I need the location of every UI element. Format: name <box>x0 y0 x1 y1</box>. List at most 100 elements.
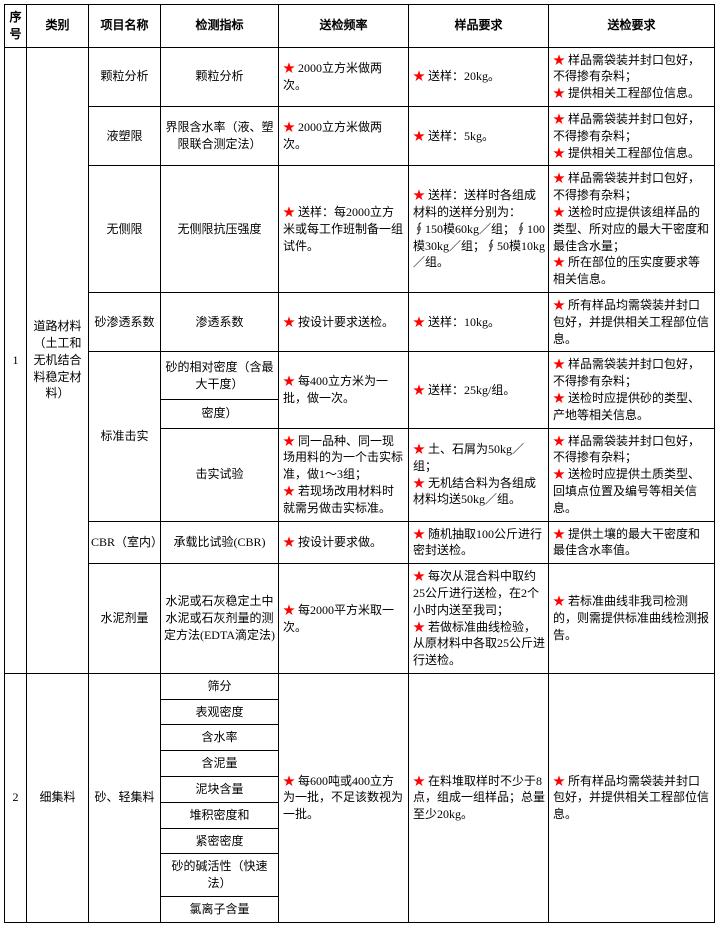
indicator-cell: 表观密度 <box>161 699 279 725</box>
star-icon: ★ <box>283 120 295 134</box>
star-icon: ★ <box>553 146 565 160</box>
frequency-cell: ★ 同一品种、同一现场用料的为一个击实标准，做1～3组； ★ 若现场改用材料时就… <box>279 428 409 521</box>
project-cell: 无侧限 <box>89 166 161 293</box>
star-icon: ★ <box>553 86 565 100</box>
star-icon: ★ <box>553 434 565 448</box>
indicator-cell: 击实试验 <box>161 428 279 521</box>
star-icon: ★ <box>553 357 565 371</box>
sample-cell: ★ 每次从混合料中取约25公斤进行送检，在2个小时内送至我司； ★ 若做标准曲线… <box>409 564 549 674</box>
sample-cell: ★ 送样：5kg。 <box>409 106 549 165</box>
star-icon: ★ <box>413 442 425 456</box>
star-icon: ★ <box>413 315 425 329</box>
frequency-cell: ★ 送样：每2000立方米或每工作班制备一组试件。 <box>279 166 409 293</box>
indicator-cell: 砂的碱活性（快速法） <box>161 854 279 897</box>
header-requirement: 送检要求 <box>549 5 715 48</box>
star-icon: ★ <box>283 434 295 448</box>
requirement-cell: ★ 提供土壤的最大干密度和最佳含水率值。 <box>549 521 715 564</box>
project-cell: 砂渗透系数 <box>89 292 161 351</box>
header-project: 项目名称 <box>89 5 161 48</box>
sample-cell: ★ 随机抽取100公斤进行密封送检。 <box>409 521 549 564</box>
star-icon: ★ <box>283 603 295 617</box>
indicator-cell: 承载比试验(CBR) <box>161 521 279 564</box>
star-icon: ★ <box>283 535 295 549</box>
project-cell: 标准击实 <box>89 352 161 521</box>
project-cell: 颗粒分析 <box>89 47 161 106</box>
star-icon: ★ <box>413 69 425 83</box>
requirement-cell: ★ 样品需袋装并封口包好，不得掺有杂料； ★ 送检时应提供土质类型、回填点位置及… <box>549 428 715 521</box>
project-cell: 砂、轻集料 <box>89 673 161 922</box>
star-icon: ★ <box>413 774 425 788</box>
indicator-cell: 筛分 <box>161 673 279 699</box>
star-icon: ★ <box>553 112 565 126</box>
table-row: 1 道路材料（土工和无机结合料稳定材料） 颗粒分析 颗粒分析 ★ 2000立方米… <box>5 47 715 106</box>
indicator-cell: 含泥量 <box>161 751 279 777</box>
sample-cell: ★ 送样：送样时各组成材料的送样分别为：∮150模60kg／组；∮100模30k… <box>409 166 549 293</box>
sample-cell: ★ 送样：20kg。 <box>409 47 549 106</box>
table-row: 无侧限 无侧限抗压强度 ★ 送样：每2000立方米或每工作班制备一组试件。 ★ … <box>5 166 715 293</box>
indicator-cell: 密度） <box>161 399 279 428</box>
project-cell: CBR（室内） <box>89 521 161 564</box>
indicator-cell: 界限含水率（液、塑限联合测定法） <box>161 106 279 165</box>
indicator-cell: 氯离子含量 <box>161 897 279 923</box>
star-icon: ★ <box>413 527 425 541</box>
sample-cell: ★ 土、石屑为50kg／组； ★ 无机结合料为各组成材料均送50kg／组。 <box>409 428 549 521</box>
table-row: 2 细集料 砂、轻集料 筛分 ★ 每600吨或400立方为一批，不足该数视为一批… <box>5 673 715 699</box>
requirement-cell: ★ 样品需袋装并封口包好，不得掺有杂料； ★ 送检时应提供砂的类型、产地等相关信… <box>549 352 715 428</box>
star-icon: ★ <box>553 594 565 608</box>
indicator-cell: 颗粒分析 <box>161 47 279 106</box>
requirement-cell: ★ 所有样品均需袋装并封口包好，并提供相关工程部位信息。 <box>549 673 715 922</box>
star-icon: ★ <box>283 315 295 329</box>
star-icon: ★ <box>553 467 565 481</box>
star-icon: ★ <box>413 129 425 143</box>
header-category: 类别 <box>27 5 89 48</box>
table-row: 液塑限 界限含水率（液、塑限联合测定法） ★ 2000立方米做两次。 ★ 送样：… <box>5 106 715 165</box>
star-icon: ★ <box>553 774 565 788</box>
header-sample: 样品要求 <box>409 5 549 48</box>
star-icon: ★ <box>413 188 425 202</box>
indicator-cell: 堆积密度和 <box>161 802 279 828</box>
table-row: 水泥剂量 水泥或石灰稳定土中水泥或石灰剂量的测定方法(EDTA滴定法) ★ 每2… <box>5 564 715 674</box>
table-row: 砂渗透系数 渗透系数 ★ 按设计要求送检。 ★ 送样：10kg。 ★ 所有样品均… <box>5 292 715 351</box>
frequency-cell: ★ 每2000平方米取一次。 <box>279 564 409 674</box>
frequency-cell: ★ 每600吨或400立方为一批，不足该数视为一批。 <box>279 673 409 922</box>
indicator-cell: 泥块含量 <box>161 777 279 803</box>
star-icon: ★ <box>553 205 565 219</box>
star-icon: ★ <box>553 391 565 405</box>
frequency-cell: ★ 2000立方米做两次。 <box>279 47 409 106</box>
star-icon: ★ <box>553 527 565 541</box>
indicator-cell: 砂的相对密度（含最大干度） <box>161 352 279 399</box>
star-icon: ★ <box>413 476 425 490</box>
star-icon: ★ <box>413 569 425 583</box>
star-icon: ★ <box>283 205 295 219</box>
requirement-cell: ★ 样品需袋装并封口包好，不得掺有杂料； ★ 送检时应提供该组样品的类型、所对应… <box>549 166 715 293</box>
header-indicator: 检测指标 <box>161 5 279 48</box>
frequency-cell: ★ 按设计要求做。 <box>279 521 409 564</box>
category-cell: 细集料 <box>27 673 89 922</box>
indicator-cell: 水泥或石灰稳定土中水泥或石灰剂量的测定方法(EDTA滴定法) <box>161 564 279 674</box>
seq-cell: 2 <box>5 673 27 922</box>
sample-cell: ★ 送样：10kg。 <box>409 292 549 351</box>
indicator-cell: 紧密密度 <box>161 828 279 854</box>
star-icon: ★ <box>553 171 565 185</box>
frequency-cell: ★ 每400立方米为一批，做一次。 <box>279 352 409 428</box>
star-icon: ★ <box>413 383 425 397</box>
star-icon: ★ <box>283 774 295 788</box>
header-frequency: 送检频率 <box>279 5 409 48</box>
table-row: 标准击实 砂的相对密度（含最大干度） ★ 每400立方米为一批，做一次。 ★ 送… <box>5 352 715 399</box>
indicator-cell: 含水率 <box>161 725 279 751</box>
header-seq: 序号 <box>5 5 27 48</box>
indicator-cell: 渗透系数 <box>161 292 279 351</box>
inspection-table: 序号 类别 项目名称 检测指标 送检频率 样品要求 送检要求 1 道路材料（土工… <box>4 4 715 923</box>
indicator-cell: 无侧限抗压强度 <box>161 166 279 293</box>
requirement-cell: ★ 若标准曲线非我司检测的，则需提供标准曲线检测报告。 <box>549 564 715 674</box>
frequency-cell: ★ 2000立方米做两次。 <box>279 106 409 165</box>
star-icon: ★ <box>413 620 425 634</box>
star-icon: ★ <box>283 374 295 388</box>
project-cell: 水泥剂量 <box>89 564 161 674</box>
requirement-cell: ★ 样品需袋装并封口包好，不得掺有杂料； ★ 提供相关工程部位信息。 <box>549 47 715 106</box>
seq-cell: 1 <box>5 47 27 673</box>
header-row: 序号 类别 项目名称 检测指标 送检频率 样品要求 送检要求 <box>5 5 715 48</box>
sample-cell: ★ 在料堆取样时不少于8点，组成一组样品；总量至少20kg。 <box>409 673 549 922</box>
star-icon: ★ <box>553 255 565 269</box>
requirement-cell: ★ 样品需袋装并封口包好，不得掺有杂料； ★ 提供相关工程部位信息。 <box>549 106 715 165</box>
